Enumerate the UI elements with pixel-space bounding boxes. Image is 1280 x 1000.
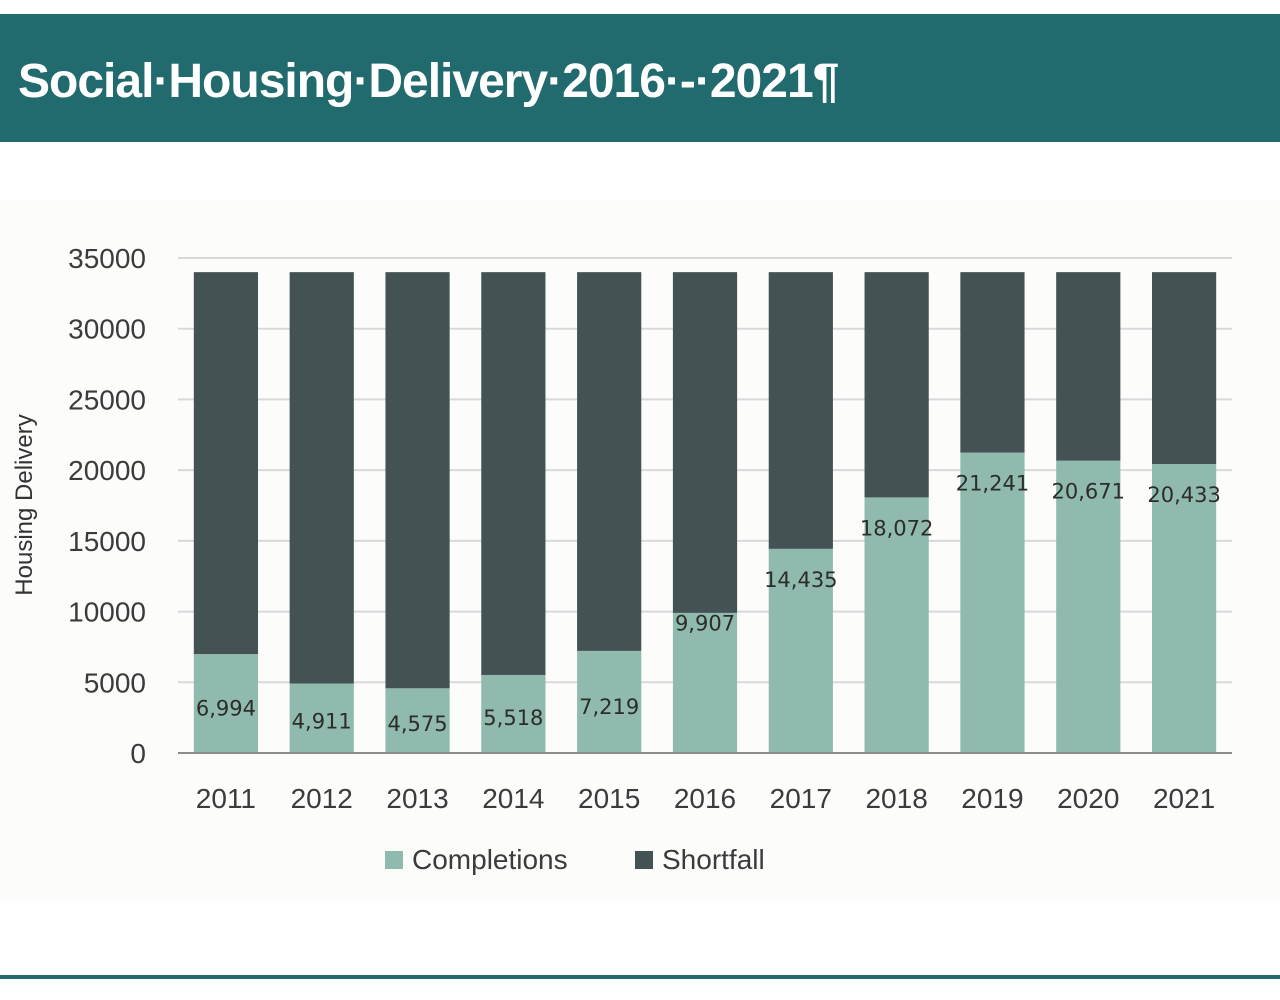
data-label-2011: 6,994 xyxy=(196,696,256,720)
bar-completions-2018 xyxy=(864,497,929,753)
legend-swatch-completions xyxy=(385,851,403,869)
data-labels: 6,994 4,911 4,575 5,518 7,219 9,907 14,435 18,0… xyxy=(196,472,1221,736)
stacked-bar-chart: 6,994 4,911 4,575 5,518 7,219 9,907 14,435 18,0… xyxy=(11,243,1232,875)
bar-completions-2013 xyxy=(385,688,450,753)
data-label-2018: 18,072 xyxy=(860,516,933,540)
y-tick-label: 0 xyxy=(130,738,146,769)
y-axis-title: Housing Delivery xyxy=(11,414,38,595)
bar-shortfall-2021 xyxy=(1151,272,1217,465)
legend-label-completions: Completions xyxy=(412,844,568,875)
x-axis-ticks: 2011 2012 2013 2014 2015 2016 2017 2018 2019 2020… xyxy=(196,783,1215,814)
y-tick-label: 15000 xyxy=(68,526,146,557)
x-tick-label: 2011 xyxy=(196,783,256,814)
legend-label-shortfall: Shortfall xyxy=(662,844,765,875)
x-tick-label: 2013 xyxy=(386,783,448,814)
data-label-2020: 20,671 xyxy=(1052,480,1125,504)
bar-shortfall-2014 xyxy=(481,272,546,675)
bar-completions-2017 xyxy=(768,548,833,753)
x-tick-label: 2014 xyxy=(482,783,544,814)
x-tick-label: 2020 xyxy=(1057,783,1119,814)
bar-shortfall-2011 xyxy=(193,272,259,655)
bar-completions-2016 xyxy=(672,612,738,753)
x-tick-label: 2017 xyxy=(770,783,832,814)
data-label-2012: 4,911 xyxy=(292,710,352,734)
bar-completions-2011 xyxy=(193,654,259,753)
bars xyxy=(193,272,1217,753)
x-tick-label: 2015 xyxy=(578,783,640,814)
data-label-2017: 14,435 xyxy=(764,568,837,592)
bar-shortfall-2017 xyxy=(768,272,833,549)
data-label-2021: 20,433 xyxy=(1147,483,1220,507)
y-tick-label: 5000 xyxy=(84,667,146,698)
chart-area: 6,994 4,911 4,575 5,518 7,219 9,907 14,435 18,0… xyxy=(0,200,1280,900)
x-tick-label: 2016 xyxy=(674,783,736,814)
x-tick-label: 2019 xyxy=(961,783,1023,814)
bar-completions-2012 xyxy=(289,683,354,753)
bar-completions-2019 xyxy=(960,452,1025,753)
data-label-2019: 21,241 xyxy=(956,472,1029,496)
y-tick-label: 20000 xyxy=(68,455,146,486)
data-label-2015: 7,219 xyxy=(579,695,639,719)
legend-swatch-shortfall xyxy=(635,851,653,869)
data-label-2013: 4,575 xyxy=(387,712,447,736)
legend: Completions Shortfall xyxy=(385,844,765,875)
x-tick-label: 2021 xyxy=(1153,783,1215,814)
y-tick-label: 35000 xyxy=(68,243,146,274)
bar-completions-2015 xyxy=(577,650,642,753)
title-banner: Social·Housing·Delivery·2016·-·2021¶ xyxy=(0,14,1280,142)
bar-completions-2014 xyxy=(481,674,546,753)
x-tick-label: 2018 xyxy=(865,783,927,814)
bottom-rule xyxy=(0,975,1280,979)
y-tick-label: 25000 xyxy=(68,384,146,415)
data-label-2014: 5,518 xyxy=(483,706,543,730)
bar-completions-2020 xyxy=(1056,460,1121,753)
bar-shortfall-2012 xyxy=(289,272,354,684)
bar-completions-2021 xyxy=(1151,464,1217,753)
bar-shortfall-2015 xyxy=(577,272,642,651)
y-tick-label: 10000 xyxy=(68,597,146,628)
bar-shortfall-2020 xyxy=(1056,272,1121,461)
y-tick-label: 30000 xyxy=(68,314,146,345)
bar-shortfall-2018 xyxy=(864,272,929,498)
x-tick-label: 2012 xyxy=(291,783,353,814)
page-title: Social·Housing·Delivery·2016·-·2021¶ xyxy=(18,55,839,108)
bar-shortfall-2016 xyxy=(672,272,738,613)
y-axis-ticks: 0 5000 10000 15000 20000 25000 30000 35000 xyxy=(68,243,146,769)
bar-shortfall-2019 xyxy=(960,272,1025,453)
data-label-2016: 9,907 xyxy=(675,611,735,635)
bar-shortfall-2013 xyxy=(385,272,450,689)
